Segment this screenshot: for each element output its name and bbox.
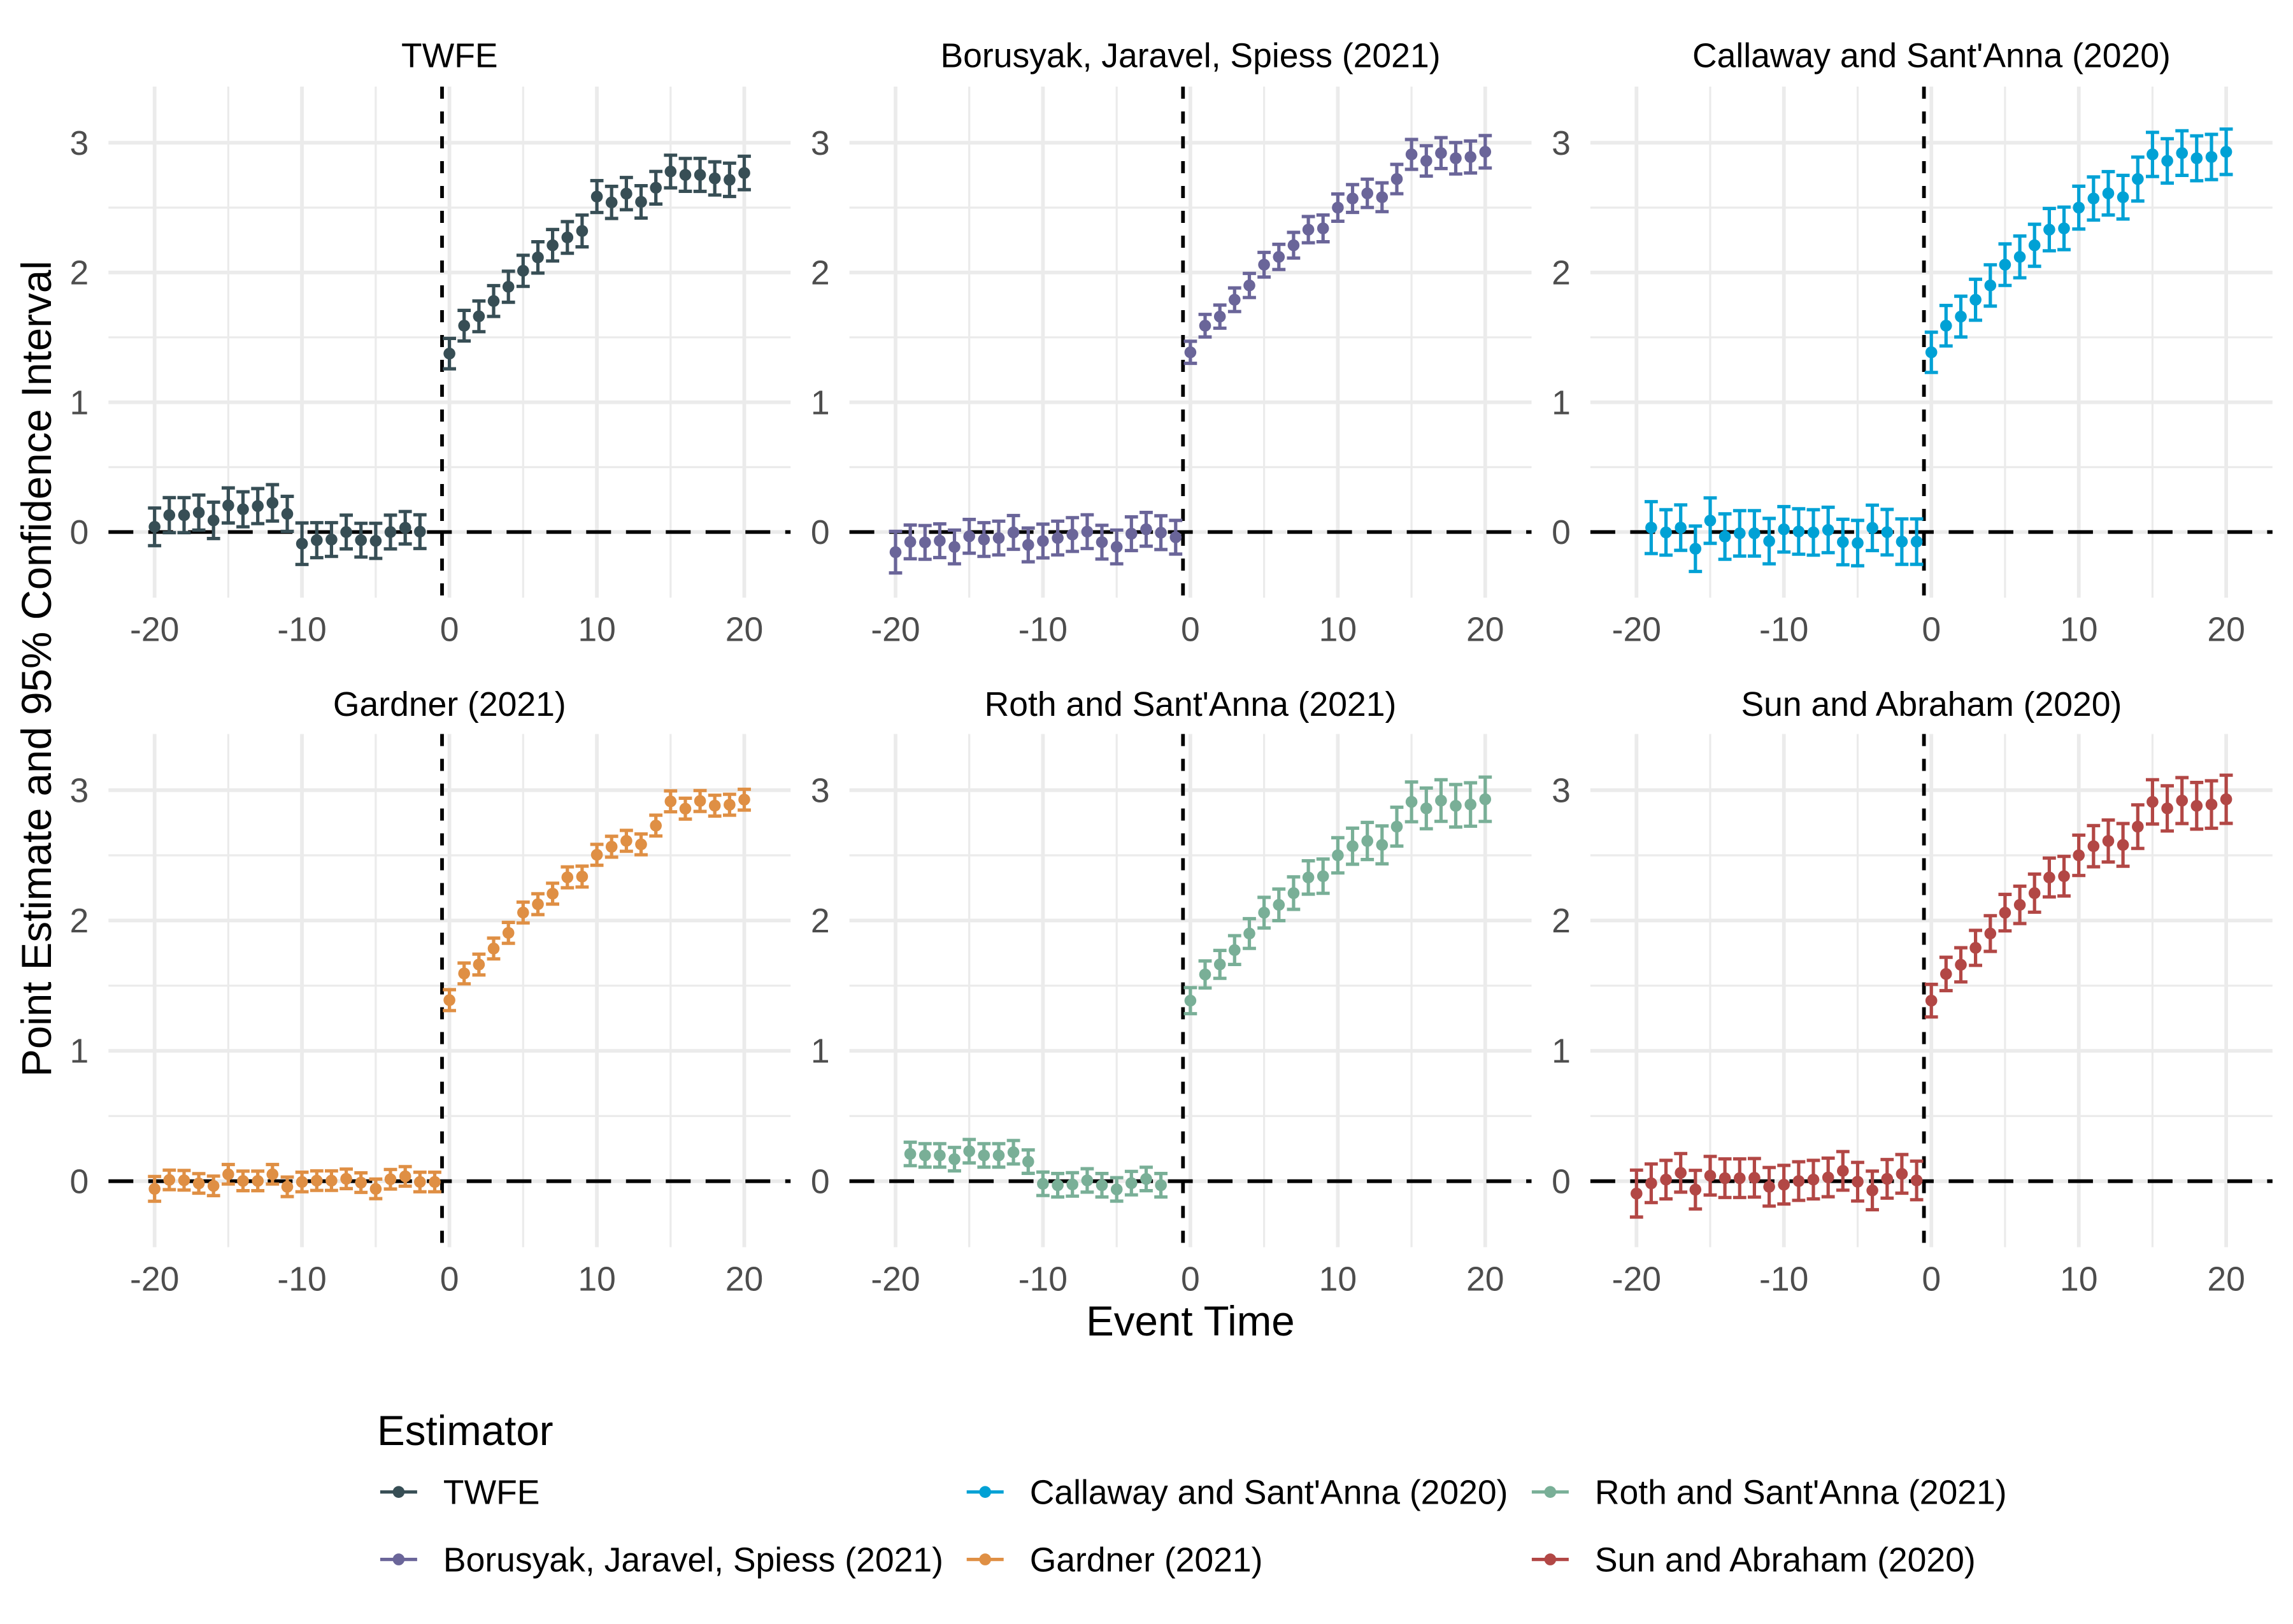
svg-text:0: 0: [1552, 1163, 1571, 1200]
svg-text:Roth and Sant'Anna (2021): Roth and Sant'Anna (2021): [1595, 1474, 2007, 1511]
svg-text:Borusyak, Jaravel, Spiess (202: Borusyak, Jaravel, Spiess (2021): [940, 37, 1440, 75]
svg-text:Estimator: Estimator: [377, 1407, 554, 1454]
svg-text:Event Time: Event Time: [1086, 1298, 1295, 1344]
svg-text:2: 2: [70, 255, 89, 292]
svg-text:1: 1: [70, 1033, 89, 1071]
svg-text:0: 0: [1922, 611, 1941, 649]
svg-text:Gardner (2021): Gardner (2021): [333, 686, 566, 723]
svg-text:20: 20: [2207, 611, 2245, 649]
svg-text:-10: -10: [1018, 611, 1068, 649]
svg-text:3: 3: [70, 125, 89, 162]
svg-text:10: 10: [1319, 611, 1357, 649]
svg-text:20: 20: [1466, 611, 1504, 649]
svg-text:3: 3: [1552, 125, 1571, 162]
svg-text:0: 0: [440, 1261, 459, 1299]
svg-text:20: 20: [1466, 1261, 1504, 1299]
svg-text:Borusyak, Jaravel, Spiess (202: Borusyak, Jaravel, Spiess (2021): [443, 1541, 943, 1579]
svg-text:1: 1: [1552, 1033, 1571, 1071]
svg-text:2: 2: [70, 902, 89, 940]
svg-text:-20: -20: [130, 611, 179, 649]
svg-text:1: 1: [811, 384, 830, 422]
svg-text:10: 10: [578, 1261, 616, 1299]
svg-text:Callaway and Sant'Anna (2020): Callaway and Sant'Anna (2020): [1692, 37, 2171, 75]
svg-text:-10: -10: [277, 1261, 326, 1299]
svg-text:20: 20: [2207, 1261, 2245, 1299]
svg-text:3: 3: [811, 772, 830, 809]
svg-text:0: 0: [1922, 1261, 1941, 1299]
svg-text:3: 3: [70, 772, 89, 809]
svg-text:2: 2: [1552, 902, 1571, 940]
svg-text:20: 20: [725, 1261, 764, 1299]
svg-text:0: 0: [1552, 514, 1571, 552]
svg-text:10: 10: [2060, 1261, 2098, 1299]
svg-text:20: 20: [725, 611, 764, 649]
svg-text:-10: -10: [1018, 1261, 1068, 1299]
svg-text:0: 0: [1181, 611, 1200, 649]
svg-text:1: 1: [1552, 384, 1571, 422]
svg-text:TWFE: TWFE: [401, 37, 498, 75]
svg-text:1: 1: [811, 1033, 830, 1071]
svg-text:-20: -20: [1612, 611, 1661, 649]
svg-text:0: 0: [811, 514, 830, 552]
svg-text:0: 0: [440, 611, 459, 649]
svg-text:-10: -10: [1759, 611, 1808, 649]
svg-text:TWFE: TWFE: [443, 1474, 540, 1511]
svg-text:3: 3: [1552, 772, 1571, 809]
svg-text:0: 0: [1181, 1261, 1200, 1299]
svg-text:10: 10: [2060, 611, 2098, 649]
svg-text:2: 2: [811, 902, 830, 940]
svg-text:0: 0: [70, 1163, 89, 1200]
svg-text:Sun and Abraham (2020): Sun and Abraham (2020): [1741, 686, 2122, 723]
svg-text:Gardner (2021): Gardner (2021): [1030, 1541, 1263, 1579]
svg-text:10: 10: [1319, 1261, 1357, 1299]
svg-text:3: 3: [811, 125, 830, 162]
svg-text:2: 2: [811, 255, 830, 292]
svg-text:Point Estimate and 95% Confide: Point Estimate and 95% Confidence Interv…: [13, 260, 60, 1077]
svg-text:0: 0: [811, 1163, 830, 1200]
svg-text:-10: -10: [1759, 1261, 1808, 1299]
svg-text:-20: -20: [871, 1261, 920, 1299]
svg-text:-20: -20: [1612, 1261, 1661, 1299]
svg-text:-20: -20: [130, 1261, 179, 1299]
svg-text:-20: -20: [871, 611, 920, 649]
svg-text:0: 0: [70, 514, 89, 552]
svg-text:1: 1: [70, 384, 89, 422]
svg-text:Sun and Abraham (2020): Sun and Abraham (2020): [1595, 1541, 1976, 1579]
svg-text:-10: -10: [277, 611, 326, 649]
svg-text:Callaway and Sant'Anna (2020): Callaway and Sant'Anna (2020): [1030, 1474, 1508, 1511]
svg-text:10: 10: [578, 611, 616, 649]
svg-text:Roth and Sant'Anna (2021): Roth and Sant'Anna (2021): [985, 686, 1397, 723]
svg-text:2: 2: [1552, 255, 1571, 292]
